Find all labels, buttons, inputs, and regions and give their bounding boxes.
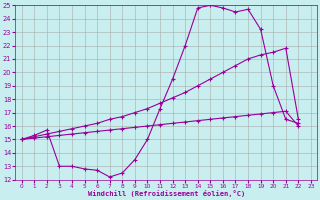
- X-axis label: Windchill (Refroidissement éolien,°C): Windchill (Refroidissement éolien,°C): [88, 190, 245, 197]
